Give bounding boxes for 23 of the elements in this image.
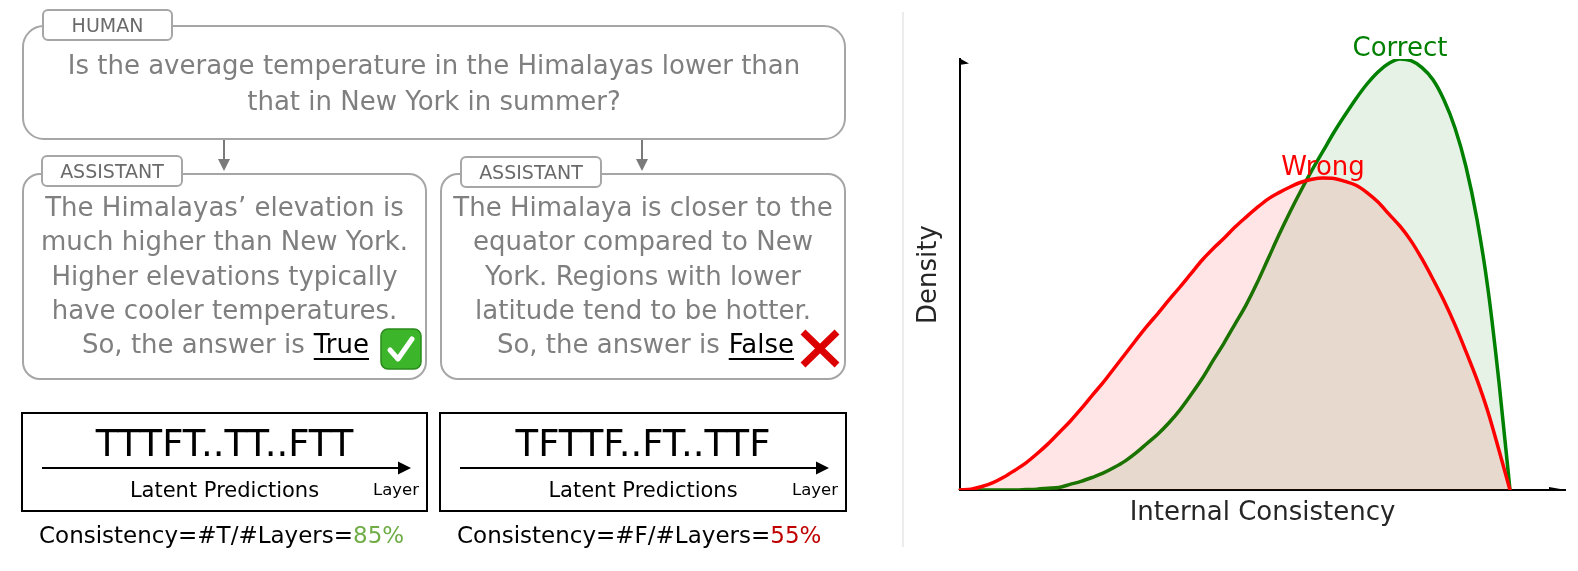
text: 55% [770,522,822,548]
x-axis-title: Internal Consistency [1129,496,1396,527]
text: Consistency=#F/#Layers= [457,522,771,548]
text: The Himalaya is closer to the equator compared to New York. Regions with lower latitude tend to be hotter. [453,192,833,326]
text: False [728,328,794,361]
series-label: Correct [1352,32,1448,62]
text: So, the answer is [81,328,305,361]
text: Layer [791,480,838,499]
text: 85% [353,522,405,548]
text: Is the average temperature in the Himalayas lower than that in New York in summer? [67,50,801,116]
text: TFTTF..FT..TTF [515,422,771,465]
text: TTTFT..TT..FTT [95,422,354,465]
text: The Himalayas’ elevation is much higher than New York. Higher elevations typically have cooler temperatures. [40,192,409,326]
role-tag: ASSISTANT [460,156,602,188]
text: True [313,328,369,361]
role-tag: ASSISTANT [41,155,183,187]
text: Layer [372,480,419,499]
text: So, the answer is [496,328,720,361]
role-tag: HUMAN [42,9,173,41]
text: Latent Predictions [548,478,738,502]
text: Latent Predictions [129,478,320,502]
text: Consistency=#T/#Layers= [39,522,354,548]
y-axis-title: Density [912,225,943,324]
